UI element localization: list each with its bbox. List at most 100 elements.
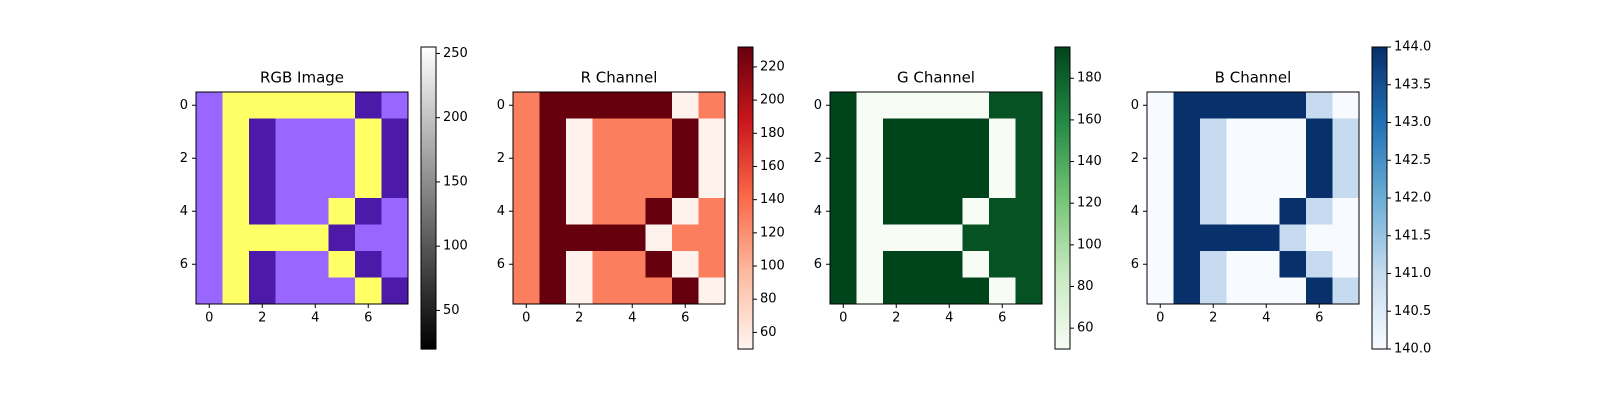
colorbar-band [738, 200, 753, 204]
colorbar-band [421, 286, 436, 290]
colorbar-tick-label: 140 [1077, 154, 1102, 169]
heatmap-cell [222, 171, 250, 199]
heatmap-cell [1200, 198, 1227, 225]
colorbar-band [1055, 343, 1070, 348]
heatmap-cell [566, 198, 593, 225]
colorbar-band [1372, 162, 1387, 166]
colorbar-band [738, 167, 753, 171]
colorbar-band [1055, 198, 1070, 202]
colorbar-band [421, 162, 436, 166]
colorbar-band [421, 99, 436, 103]
colorbar-band [421, 132, 436, 136]
colorbar-tick-label: 142.0 [1394, 191, 1431, 206]
colorbar-band [1372, 343, 1387, 348]
colorbar-band [1372, 167, 1387, 171]
heatmap-cell [672, 224, 699, 252]
colorbar-band [1372, 341, 1387, 345]
y-tick-label: 4 [497, 204, 505, 219]
heatmap-cell [962, 277, 990, 305]
colorbar-band [738, 338, 753, 343]
heatmap-cell [328, 224, 356, 252]
colorbar-band [738, 281, 753, 285]
colorbar-band [1372, 119, 1387, 124]
heatmap-cell [830, 224, 857, 252]
x-tick-label: 6 [998, 311, 1006, 326]
colorbar-band [421, 122, 436, 126]
heatmap-cell [645, 251, 673, 278]
heatmap-cell [989, 118, 1016, 146]
colorbar-band [1055, 170, 1070, 174]
colorbar-band [1372, 198, 1387, 202]
heatmap-cell [196, 92, 223, 119]
heatmap-cell [672, 118, 699, 146]
colorbar-band [738, 104, 753, 108]
chart-title: RGB Image [260, 69, 344, 87]
heatmap-cell [830, 277, 857, 305]
colorbar-band [738, 155, 753, 159]
colorbar-band [1372, 127, 1387, 131]
colorbar-band [738, 99, 753, 103]
heatmap-cell [883, 224, 910, 252]
colorbar-band [421, 238, 436, 242]
colorbar-band [738, 145, 753, 149]
colorbar-band [1055, 233, 1070, 237]
heatmap-cell [1200, 92, 1227, 119]
colorbar-band [1372, 235, 1387, 239]
colorbar-band [1372, 298, 1387, 302]
x-tick-label: 2 [1209, 311, 1217, 326]
colorbar-band [738, 125, 753, 129]
colorbar-band [738, 64, 753, 68]
heatmap-cell [513, 277, 540, 305]
colorbar-band [1055, 306, 1070, 310]
heatmap-cell [539, 92, 567, 119]
colorbar-band [421, 296, 436, 300]
colorbar-band [421, 270, 436, 275]
heatmap-cell [592, 251, 620, 278]
heatmap-cell [909, 198, 937, 225]
colorbar-band [1372, 200, 1387, 204]
colorbar-band [1372, 338, 1387, 343]
heatmap-cell [672, 171, 699, 199]
colorbar-band [1372, 102, 1387, 106]
colorbar-band [421, 268, 436, 272]
heatmap-cell [909, 145, 937, 172]
colorbar-band [1372, 328, 1387, 332]
heatmap-cell [1147, 198, 1174, 225]
colorbar-band [1055, 59, 1070, 63]
heatmap-cell [566, 145, 593, 172]
colorbar-band [1372, 276, 1387, 280]
colorbar-band [1372, 301, 1387, 305]
colorbar-band [1055, 82, 1070, 86]
colorbar-band [421, 326, 436, 330]
heatmap-cell [619, 118, 646, 146]
colorbar-tick-label: 60 [760, 325, 777, 340]
heatmap-cell [698, 224, 726, 252]
colorbar-band [1055, 265, 1070, 270]
colorbar-band [1372, 293, 1387, 297]
colorbar-band [1372, 308, 1387, 312]
colorbar-band [421, 258, 436, 262]
heatmap-cell [196, 224, 223, 252]
heatmap-cell [222, 251, 250, 278]
heatmap-cell [249, 145, 276, 172]
colorbar-band [421, 228, 436, 232]
heatmap-cell [539, 171, 567, 199]
colorbar-band [738, 331, 753, 335]
heatmap-cell [1253, 224, 1280, 252]
heatmap-cell [1306, 277, 1333, 305]
heatmap-cell [936, 145, 963, 172]
y-tick-label: 0 [1131, 98, 1139, 113]
colorbar-band [421, 346, 436, 350]
colorbar-band [1055, 248, 1070, 252]
colorbar-band [421, 341, 436, 345]
colorbar-band [1055, 142, 1070, 146]
colorbar-band [1372, 323, 1387, 327]
heatmap-cell [1173, 198, 1201, 225]
colorbar-band [738, 157, 753, 161]
heatmap-cell [1200, 118, 1227, 146]
colorbar-band [738, 79, 753, 83]
colorbar-band [421, 333, 436, 338]
heatmap-cell [1253, 145, 1280, 172]
y-tick-label: 0 [497, 98, 505, 113]
heatmap-cell [302, 251, 329, 278]
